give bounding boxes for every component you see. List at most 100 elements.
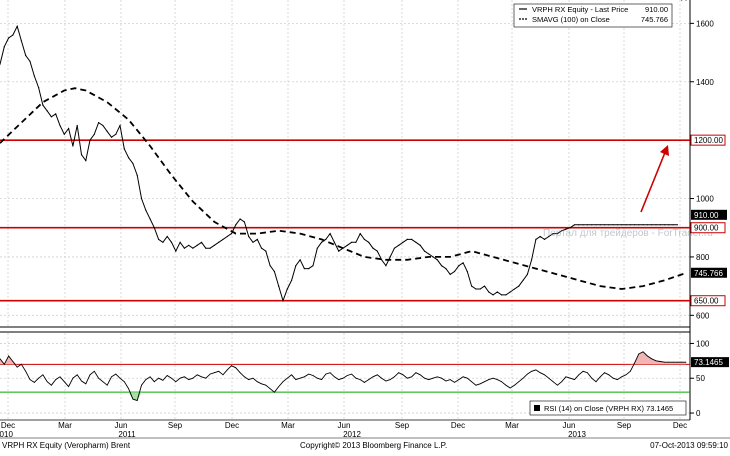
rsi-point-156 <box>669 362 670 363</box>
price-point-19 <box>81 154 82 155</box>
rsi-tag-label: 73.1465 <box>694 358 723 367</box>
x-month-label-11: Sep <box>617 421 632 430</box>
rsi-point-78 <box>334 376 335 377</box>
rsi-point-106 <box>454 382 455 383</box>
price-point-40 <box>171 242 172 243</box>
rsi-point-19 <box>81 381 82 382</box>
price-point-101 <box>432 256 433 257</box>
price-point-107 <box>458 265 459 266</box>
rsi-point-65 <box>278 386 279 387</box>
rsi-ytick-label-2: 100 <box>696 339 710 348</box>
price-point-66 <box>282 300 283 301</box>
rsi-point-2 <box>8 356 9 357</box>
price-point-76 <box>325 239 326 240</box>
price-point-118 <box>505 294 506 295</box>
rsi-point-13 <box>55 379 56 380</box>
rsi-point-122 <box>523 378 524 379</box>
price-point-23 <box>98 122 99 123</box>
price-point-103 <box>441 265 442 266</box>
price-point-34 <box>145 210 146 211</box>
rsi-point-54 <box>231 365 232 366</box>
price-point-16 <box>68 128 69 129</box>
rsi-point-125 <box>536 370 537 371</box>
rsi-point-56 <box>240 372 241 373</box>
rsi-point-143 <box>613 378 614 379</box>
price-point-36 <box>154 227 155 228</box>
price-point-135 <box>578 224 579 225</box>
price-point-100 <box>428 253 429 254</box>
rsi-point-80 <box>343 378 344 379</box>
price-point-149 <box>638 224 639 225</box>
rsi-point-145 <box>621 376 622 377</box>
rsi-legend: RSI (14) on Close (VRPH RX) 73.1465 <box>530 401 686 415</box>
rsi-point-124 <box>531 371 532 372</box>
rsi-point-81 <box>347 375 348 376</box>
rsi-point-130 <box>557 385 558 386</box>
rsi-point-111 <box>476 385 477 386</box>
price-point-43 <box>184 248 185 249</box>
rsi-point-44 <box>188 379 189 380</box>
price-point-87 <box>372 248 373 249</box>
price-point-3 <box>12 34 13 35</box>
x-year-label-1: 2011 <box>118 430 136 439</box>
rsi-point-24 <box>103 381 104 382</box>
price-point-73 <box>312 265 313 266</box>
x-month-label-6: Jun <box>338 421 351 430</box>
price-point-65 <box>278 286 279 287</box>
rsi-point-97 <box>416 372 417 373</box>
rsi-point-72 <box>308 374 309 375</box>
price-point-33 <box>141 198 142 199</box>
price-point-68 <box>291 280 292 281</box>
rsi-point-51 <box>218 371 219 372</box>
price-point-104 <box>445 268 446 269</box>
price-point-102 <box>437 259 438 260</box>
rsi-point-141 <box>604 372 605 373</box>
price-point-114 <box>488 291 489 292</box>
price-point-74 <box>317 248 318 249</box>
rsi-point-115 <box>493 378 494 379</box>
rsi-value-tag: 73.1465 <box>691 357 729 367</box>
rsi-point-88 <box>377 374 378 375</box>
price-point-49 <box>210 248 211 249</box>
rsi-point-22 <box>94 371 95 372</box>
price-point-139 <box>595 224 596 225</box>
price-point-56 <box>240 218 241 219</box>
price-point-52 <box>222 239 223 240</box>
rsi-point-62 <box>265 385 266 386</box>
x-month-label-9: Mar <box>505 421 519 430</box>
price-point-120 <box>514 288 515 289</box>
rsi-point-90 <box>386 381 387 382</box>
x-month-label-4: Dec <box>225 421 239 430</box>
price-point-53 <box>227 236 228 237</box>
footer-right: 07-Oct-2013 09:59:10 <box>650 441 728 450</box>
price-point-47 <box>201 242 202 243</box>
price-point-157 <box>673 224 674 225</box>
price-legend-label-1: SMAVG (100) on Close <box>532 15 610 24</box>
price-point-62 <box>265 251 266 252</box>
rsi-point-119 <box>510 388 511 389</box>
price-point-134 <box>574 224 575 225</box>
price-point-25 <box>107 131 108 132</box>
price-point-46 <box>197 245 198 246</box>
rsi-point-28 <box>120 378 121 379</box>
rsi-point-74 <box>317 378 318 379</box>
price-point-155 <box>664 224 665 225</box>
rsi-point-110 <box>471 381 472 382</box>
price-ytick-label-5: 1600 <box>696 19 714 28</box>
price-point-45 <box>192 248 193 249</box>
rsi-point-160 <box>686 362 687 363</box>
x-month-label-12: Dec <box>673 421 687 430</box>
price-point-108 <box>463 262 464 263</box>
price-point-140 <box>600 224 601 225</box>
price-point-94 <box>402 242 403 243</box>
rsi-point-100 <box>428 379 429 380</box>
rsi-point-129 <box>553 381 554 382</box>
rsi-point-118 <box>506 385 507 386</box>
rsi-point-34 <box>145 379 146 380</box>
price-point-84 <box>360 233 361 234</box>
price-point-86 <box>368 242 369 243</box>
rsi-point-77 <box>330 372 331 373</box>
